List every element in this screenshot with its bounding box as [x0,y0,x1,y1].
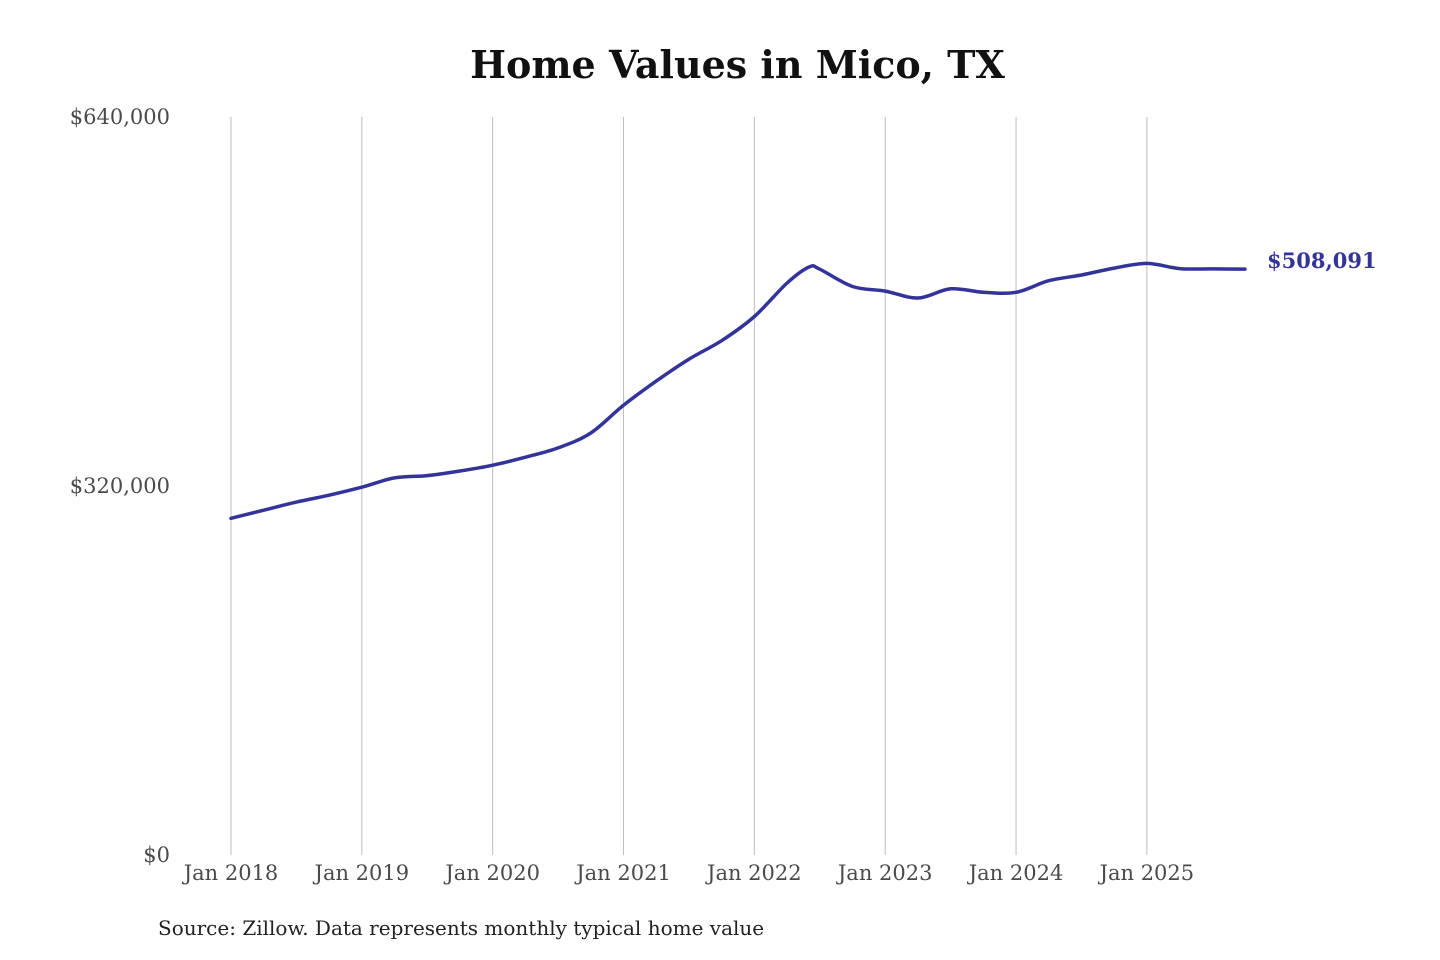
x-tick-label: Jan 2024 [967,861,1064,885]
x-tick-label: Jan 2021 [574,861,671,885]
end-value-label: $508,091 [1267,248,1377,273]
y-tick-label: $320,000 [70,474,170,498]
chart-title: Home Values in Mico, TX [470,42,1005,87]
series-layer [229,261,1247,521]
home-value-line [229,261,1247,521]
end-label-layer: $508,091 [1267,248,1377,273]
x-tick-label: Jan 2019 [313,861,410,885]
source-note: Source: Zillow. Data represents monthly … [158,916,765,940]
x-tick-label: Jan 2020 [443,861,540,885]
y-tick-label: $640,000 [70,105,170,129]
y-axis-tick-labels: $0 $320,000 $640,000 [70,105,170,867]
x-tick-label: Jan 2022 [705,861,802,885]
x-tick-label: Jan 2018 [182,861,279,885]
x-axis-tick-labels: Jan 2018 Jan 2019 Jan 2020 Jan 2021 Jan 2022… [182,861,1194,885]
x-tick-label: Jan 2025 [1098,861,1195,885]
x-tick-label: Jan 2023 [836,861,933,885]
y-tick-label: $0 [143,843,170,867]
